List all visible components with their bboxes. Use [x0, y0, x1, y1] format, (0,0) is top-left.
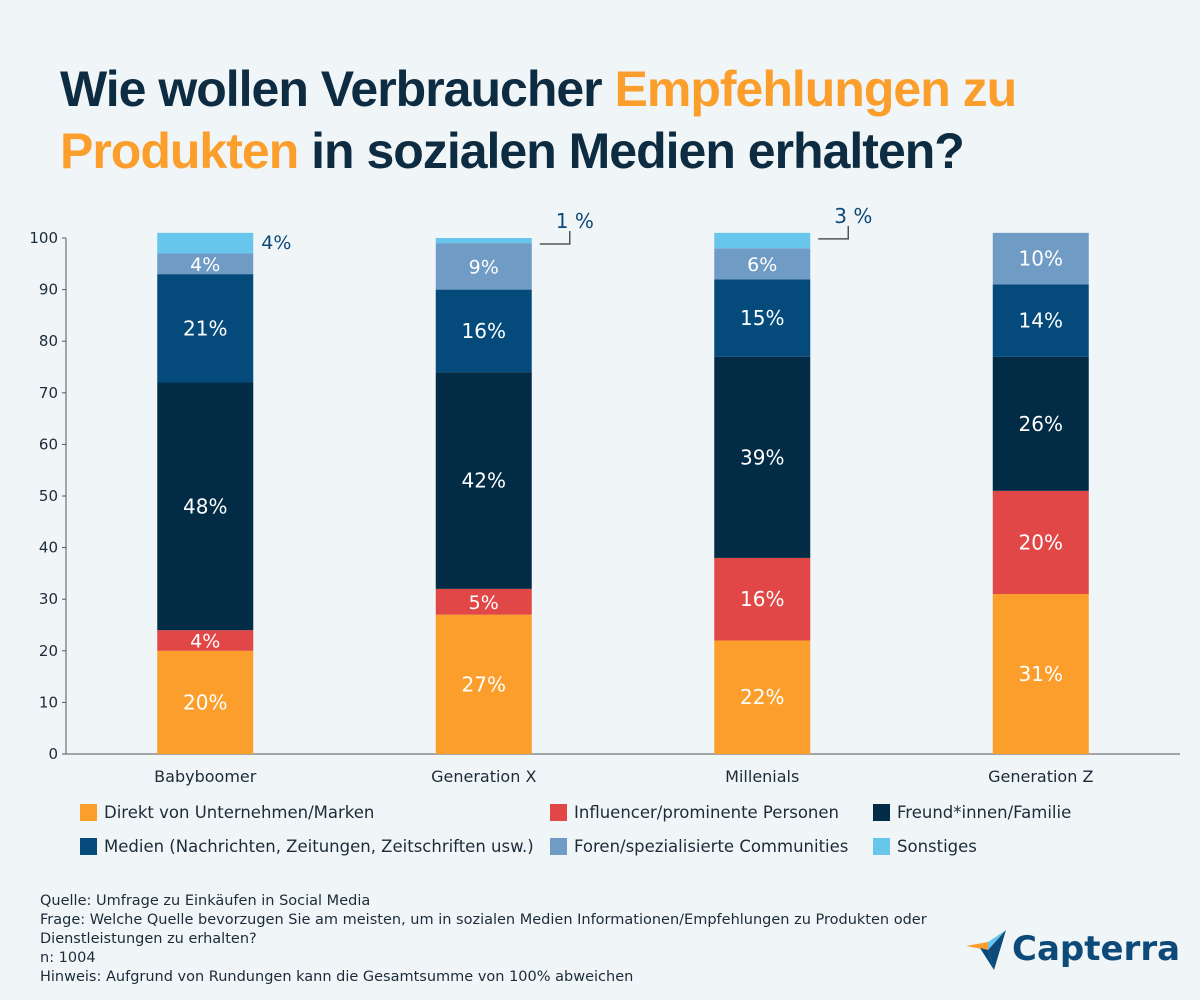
- data-label: 20%: [1019, 530, 1063, 554]
- legend-swatch: [80, 838, 97, 855]
- legend-label: Medien (Nachrichten, Zeitungen, Zeitschr…: [104, 837, 534, 856]
- y-tick-label: 70: [39, 384, 58, 402]
- bar-segment: [992, 490, 1089, 595]
- y-tick-label: 20: [39, 642, 58, 660]
- bar-segment: [157, 650, 254, 754]
- data-label: 26%: [1019, 412, 1063, 436]
- y-tick-label: 60: [39, 435, 58, 453]
- legend-item: Influencer/prominente Personen: [550, 803, 839, 822]
- data-label: 20%: [183, 690, 227, 714]
- bar-segment: [157, 630, 254, 651]
- title-part1: Wie wollen Verbraucher: [60, 61, 615, 117]
- chart-title: Wie wollen Verbraucher Empfehlungen zu P…: [60, 58, 1195, 182]
- data-label: 6%: [747, 254, 777, 276]
- y-tick-label: 50: [39, 487, 58, 505]
- data-label: 16%: [462, 319, 506, 343]
- capterra-logo: Capterra: [966, 928, 1180, 970]
- bar-segment: [992, 594, 1089, 754]
- x-tick-label: Millenials: [725, 767, 799, 786]
- bar-segment: [435, 588, 532, 615]
- legend-label: Sonstiges: [897, 837, 977, 856]
- data-label: 4%: [190, 254, 220, 276]
- legend-item: Sonstiges: [873, 837, 977, 856]
- legend-label: Foren/spezialisierte Communities: [574, 837, 849, 856]
- data-label: 4%: [261, 232, 291, 254]
- x-tick-label: Generation X: [431, 767, 536, 786]
- callout-line: [539, 231, 571, 245]
- legend-swatch: [550, 804, 567, 821]
- y-tick-label: 0: [48, 745, 58, 763]
- bar-segment: [714, 232, 811, 249]
- y-tick-label: 80: [39, 332, 58, 350]
- y-tick-label: 10: [39, 693, 58, 711]
- bar-segment: [157, 232, 254, 254]
- data-label: 31%: [1019, 662, 1063, 686]
- legend-swatch: [873, 804, 890, 821]
- y-tick-label: 90: [39, 281, 58, 299]
- y-tick-label: 100: [29, 229, 58, 247]
- callout-label: 1 %: [556, 209, 594, 233]
- bar-segment: [157, 253, 254, 275]
- title-part2: in sozialen Medien erhalten?: [298, 123, 965, 179]
- bar-segment: [714, 248, 811, 280]
- rounding-note: Hinweis: Aufgrund von Rundungen kann die…: [40, 969, 634, 985]
- sample-size: n: 1004: [40, 950, 96, 966]
- legend-swatch: [873, 838, 890, 855]
- legend-label: Direkt von Unternehmen/Marken: [104, 803, 375, 822]
- y-tick-label: 40: [39, 539, 58, 557]
- data-label: 27%: [462, 672, 506, 696]
- bar-segment: [435, 238, 532, 244]
- bar-segment: [992, 284, 1089, 357]
- legend-item: Freund*innen/Familie: [873, 803, 1071, 822]
- data-label: 10%: [1019, 247, 1063, 271]
- data-label: 21%: [183, 316, 227, 340]
- legend-label: Freund*innen/Familie: [897, 803, 1072, 822]
- legend-item: Direkt von Unternehmen/Marken: [80, 803, 374, 822]
- bar-segment: [435, 372, 532, 589]
- bar-segment: [435, 289, 532, 373]
- data-label: 5%: [469, 592, 499, 614]
- data-label: 42%: [462, 469, 506, 493]
- callout-line: [818, 225, 849, 240]
- data-label: 39%: [740, 445, 784, 469]
- source-note: Quelle: Umfrage zu Einkäufen in Social M…: [40, 893, 371, 909]
- legend-label: Influencer/prominente Personen: [574, 803, 839, 822]
- capterra-arrow-icon: [966, 930, 1006, 970]
- bar-segment: [992, 232, 1089, 285]
- data-label: 15%: [740, 306, 784, 330]
- x-tick-label: Babyboomer: [154, 767, 257, 786]
- bar-segment: [435, 614, 532, 754]
- callout-label: 3 %: [834, 204, 872, 228]
- data-label: 16%: [740, 587, 784, 611]
- legend-swatch: [550, 838, 567, 855]
- bar-segment: [992, 356, 1089, 491]
- logo-text: Capterra: [1012, 929, 1181, 969]
- stacked-bar-chart: 0 10 20 30 40 50 60 70 80 90 100 Babyboomer 20% 4% 48%…: [29, 204, 1180, 786]
- data-label: 48%: [183, 494, 227, 518]
- legend-item: Medien (Nachrichten, Zeitungen, Zeitschr…: [80, 837, 534, 856]
- bar-segment: [714, 279, 811, 357]
- bar-segment: [714, 356, 811, 558]
- data-label: 4%: [190, 630, 220, 652]
- title-highlight: Empfehlungen zu Produkten: [60, 61, 1017, 179]
- data-label: 14%: [1019, 309, 1063, 333]
- y-tick-label: 30: [39, 590, 58, 608]
- question-note: Frage: Welche Quelle bevorzugen Sie am m…: [40, 912, 927, 947]
- footer-notes: Quelle: Umfrage zu Einkäufen in Social M…: [40, 892, 940, 987]
- bar-segment: [714, 640, 811, 754]
- bar-segment: [157, 274, 254, 383]
- bar-segment: [157, 382, 254, 631]
- legend-item: Foren/spezialisierte Communities: [550, 837, 848, 856]
- bar-segment: [714, 557, 811, 641]
- legend-swatch: [80, 804, 97, 821]
- data-label: 9%: [469, 256, 499, 278]
- data-label: 22%: [740, 685, 784, 709]
- x-tick-label: Generation Z: [988, 767, 1093, 786]
- bar-segment: [435, 243, 532, 290]
